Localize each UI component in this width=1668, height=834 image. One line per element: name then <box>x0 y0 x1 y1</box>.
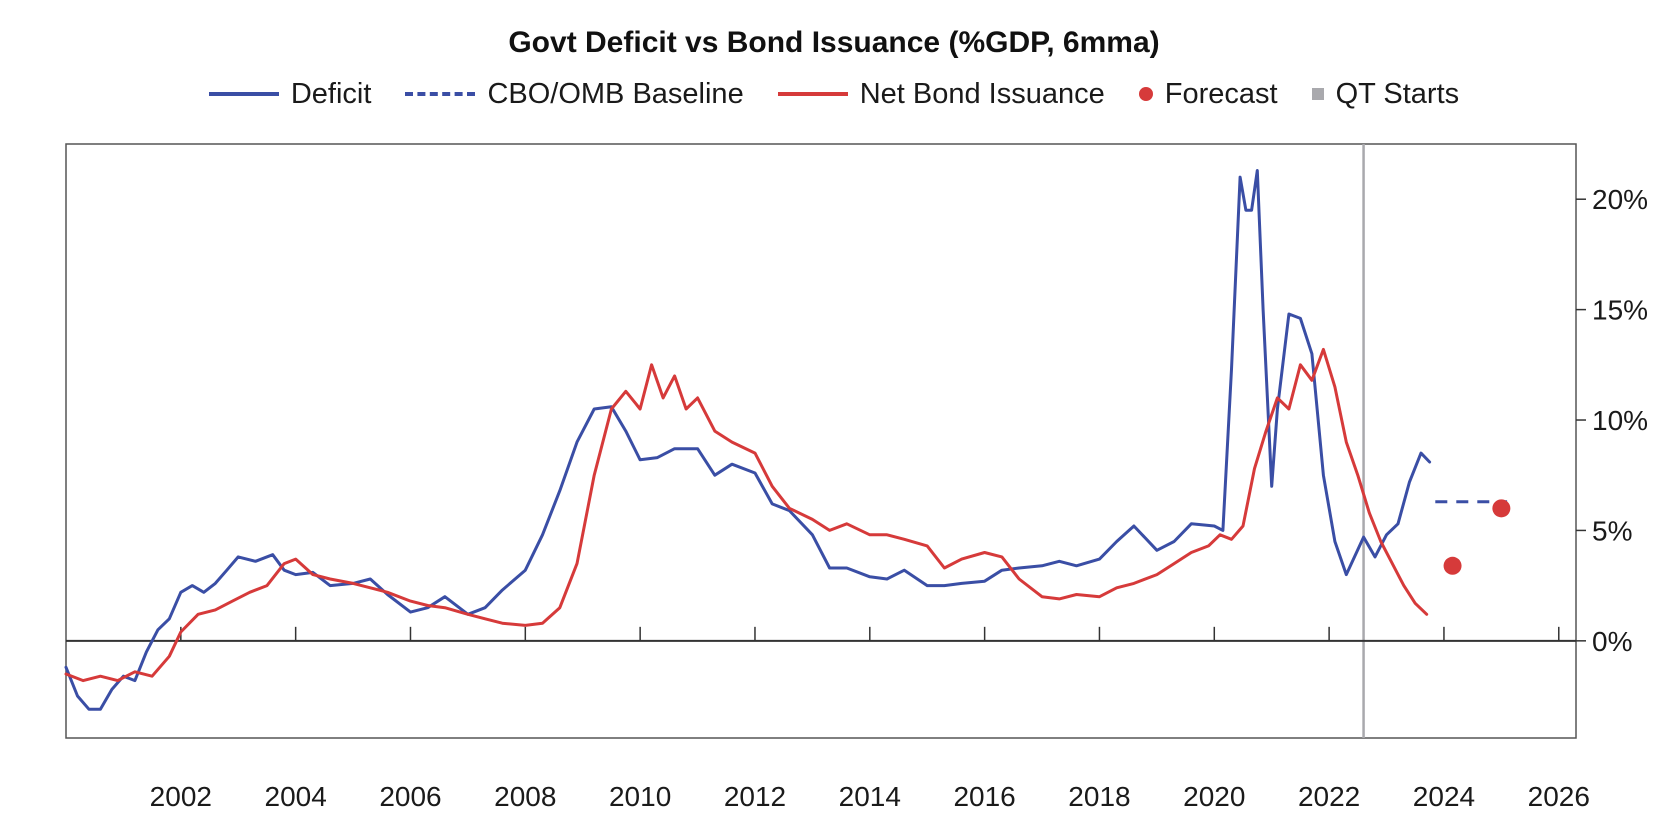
legend-item-deficit: Deficit <box>208 77 372 111</box>
legend-item-forecast: Forecast <box>1138 77 1278 111</box>
x-tick-label-2024: 2024 <box>1413 781 1475 812</box>
x-tick-label-2020: 2020 <box>1183 781 1245 812</box>
legend-swatch-issuance <box>777 92 848 96</box>
legend-swatch-baseline <box>405 92 476 96</box>
legend-swatch-deficit <box>208 92 279 96</box>
forecast-point-1 <box>1443 556 1462 575</box>
y-tick-label-20: 20% <box>1592 184 1648 215</box>
x-tick-label-2016: 2016 <box>953 781 1015 812</box>
y-tick-label-5: 5% <box>1592 515 1632 546</box>
plot-frame <box>65 143 1577 739</box>
x-tick-label-2012: 2012 <box>724 781 786 812</box>
legend-label-forecast: Forecast <box>1164 77 1278 110</box>
x-tick-label-2004: 2004 <box>265 781 327 812</box>
legend-swatch-forecast <box>1138 87 1153 101</box>
series-line-deficit <box>64 169 1432 711</box>
series-line-net-bond-issuance <box>64 347 1429 683</box>
x-tick-label-2026: 2026 <box>1528 781 1590 812</box>
x-tick-label-2018: 2018 <box>1068 781 1130 812</box>
x-tick-label-2022: 2022 <box>1298 781 1360 812</box>
legend: Deficit CBO/OMB Baseline Net Bond Issuan… <box>0 72 1668 116</box>
legend-item-baseline: CBO/OMB Baseline <box>405 77 744 111</box>
legend-label-baseline: CBO/OMB Baseline <box>487 77 744 110</box>
forecast-point-2 <box>1492 499 1511 518</box>
x-tick-label-2010: 2010 <box>609 781 671 812</box>
x-tick-label-2008: 2008 <box>494 781 556 812</box>
y-tick-label-15: 15% <box>1592 295 1648 326</box>
x-tick-label-2006: 2006 <box>379 781 441 812</box>
legend-label-qt: QT Starts <box>1335 77 1460 110</box>
x-tick-label-2014: 2014 <box>839 781 901 812</box>
legend-item-qt: QT Starts <box>1311 77 1460 111</box>
legend-item-issuance: Net Bond Issuance <box>777 77 1105 111</box>
x-tick-label-2002: 2002 <box>150 781 212 812</box>
legend-label-deficit: Deficit <box>290 77 372 110</box>
y-tick-label-0: 0% <box>1592 626 1632 657</box>
legend-label-issuance: Net Bond Issuance <box>859 77 1105 110</box>
y-tick-label-10: 10% <box>1592 405 1648 436</box>
legend-swatch-qt <box>1311 88 1324 100</box>
chart-title: Govt Deficit vs Bond Issuance (%GDP, 6mm… <box>508 26 1160 59</box>
